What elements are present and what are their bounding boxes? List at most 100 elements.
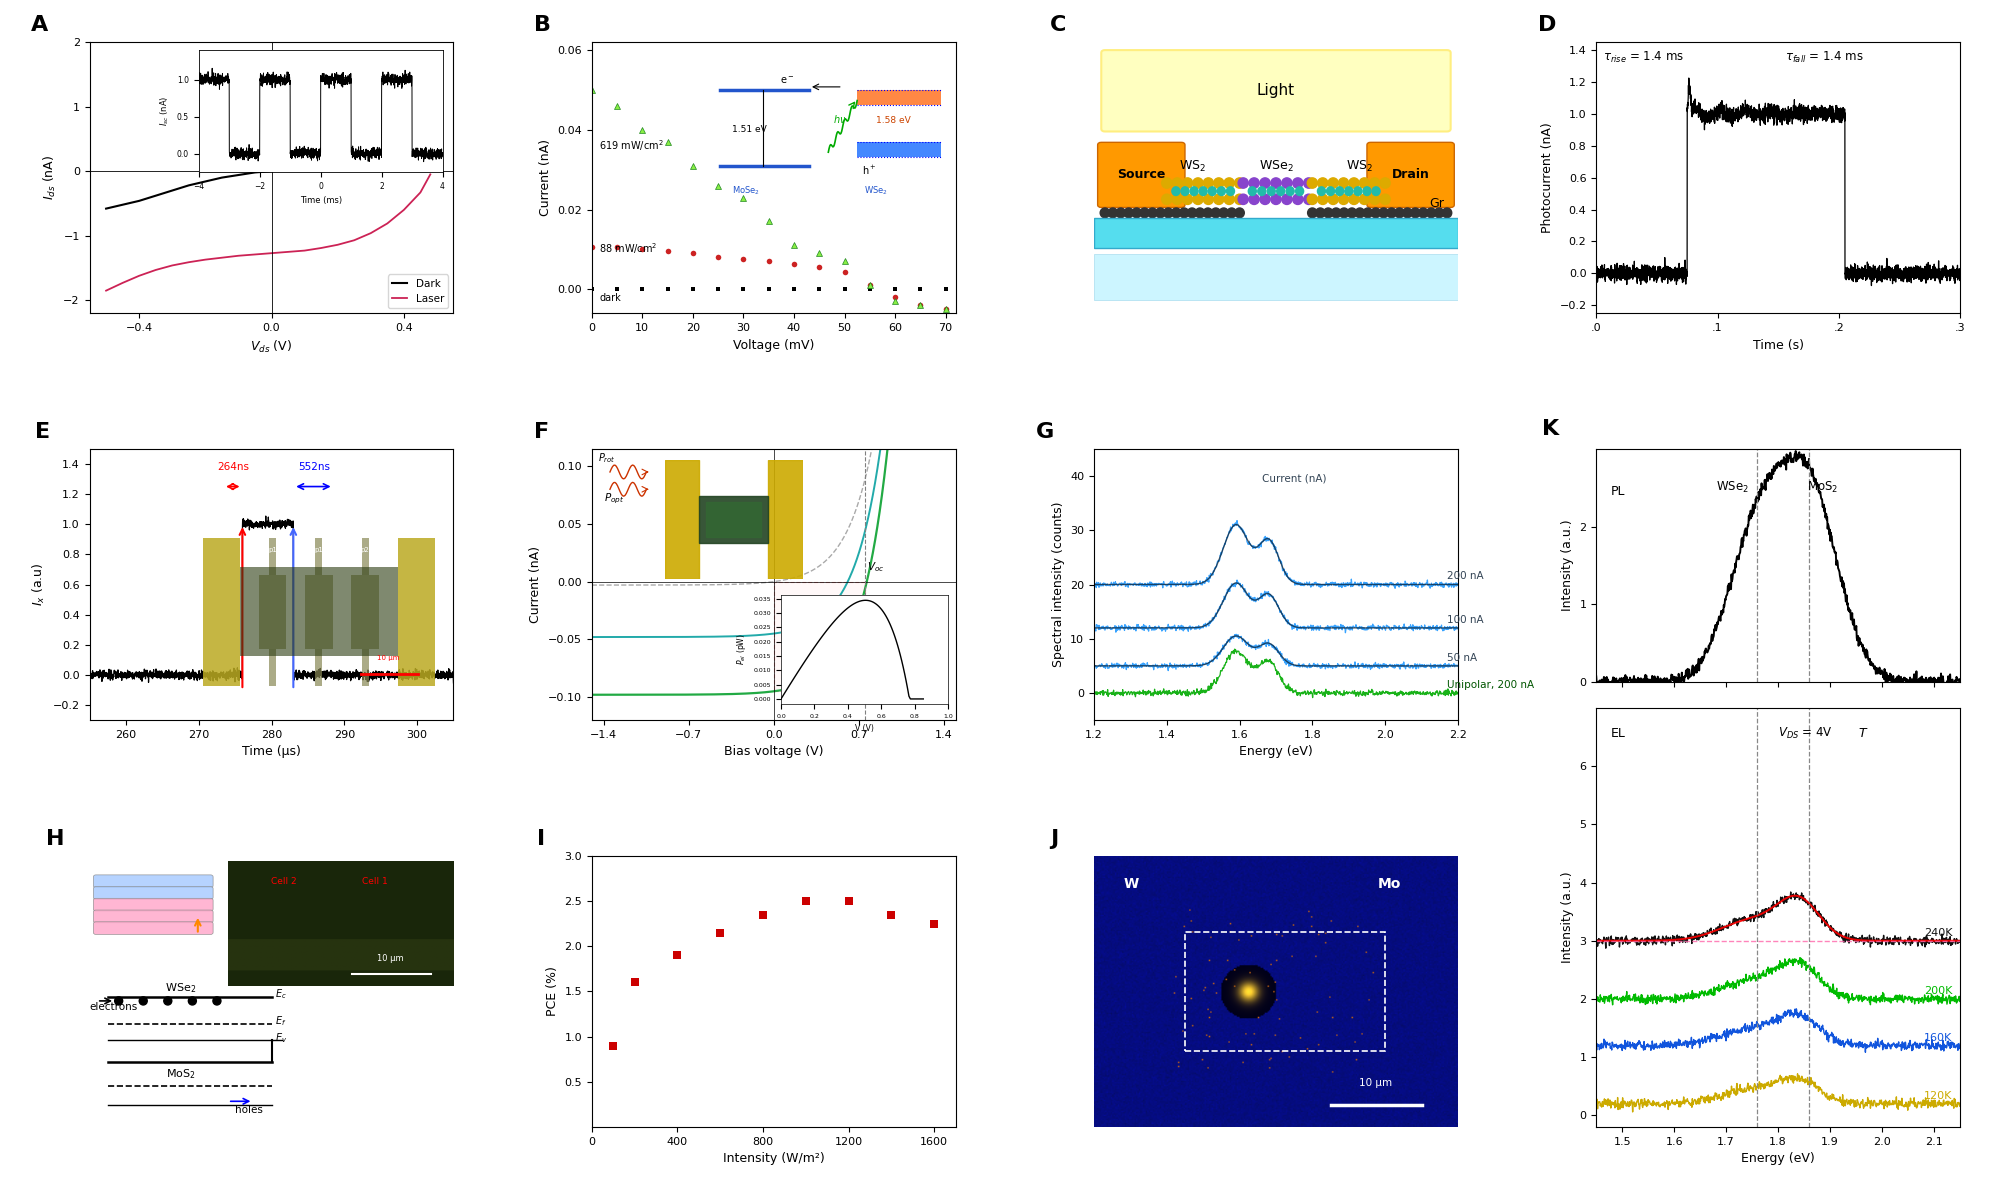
X-axis label: $V_{ds}$ (V): $V_{ds}$ (V) (251, 338, 292, 355)
Ellipse shape (1295, 187, 1303, 195)
Ellipse shape (1179, 187, 1187, 195)
Ellipse shape (1164, 207, 1172, 218)
Ellipse shape (1132, 207, 1142, 218)
Ellipse shape (1257, 187, 1265, 195)
Ellipse shape (1285, 187, 1293, 195)
Text: $\tau_{rise}$ = 1.4 ms: $\tau_{rise}$ = 1.4 ms (1603, 50, 1685, 65)
Ellipse shape (1189, 187, 1197, 195)
Ellipse shape (1303, 194, 1313, 205)
Y-axis label: Current (nA): Current (nA) (539, 139, 551, 216)
Text: WSe$_2$: WSe$_2$ (165, 982, 197, 995)
Ellipse shape (1199, 187, 1207, 195)
Ellipse shape (1402, 207, 1412, 218)
Ellipse shape (1247, 187, 1255, 195)
Text: C: C (1050, 16, 1066, 35)
Bar (1094, 218, 1458, 248)
Ellipse shape (1368, 177, 1378, 188)
Ellipse shape (1187, 207, 1195, 218)
Ellipse shape (1323, 207, 1333, 218)
Ellipse shape (1307, 194, 1317, 205)
Ellipse shape (1191, 177, 1203, 188)
Ellipse shape (1368, 194, 1378, 205)
Text: 160K: 160K (1923, 1032, 1951, 1043)
Ellipse shape (1172, 177, 1181, 188)
Ellipse shape (1237, 177, 1247, 188)
Ellipse shape (1203, 194, 1213, 205)
Text: 100 nA: 100 nA (1446, 615, 1484, 625)
Ellipse shape (1339, 207, 1349, 218)
X-axis label: Energy (eV): Energy (eV) (1239, 746, 1313, 759)
Ellipse shape (1358, 194, 1368, 205)
Ellipse shape (1386, 207, 1396, 218)
Ellipse shape (1339, 194, 1349, 205)
Ellipse shape (1281, 177, 1291, 188)
Text: WSe$_2$: WSe$_2$ (1715, 480, 1748, 495)
Ellipse shape (1370, 207, 1380, 218)
Text: I: I (537, 829, 545, 849)
Ellipse shape (1100, 207, 1110, 218)
Ellipse shape (1355, 207, 1364, 218)
Ellipse shape (1203, 177, 1213, 188)
Y-axis label: Intensity (a.u.): Intensity (a.u.) (1559, 872, 1573, 963)
Ellipse shape (1307, 177, 1317, 188)
X-axis label: Bias voltage (V): Bias voltage (V) (724, 746, 823, 759)
Ellipse shape (1267, 187, 1275, 195)
Ellipse shape (1370, 187, 1378, 195)
Ellipse shape (1162, 177, 1172, 188)
Ellipse shape (1271, 194, 1281, 205)
Ellipse shape (1281, 194, 1291, 205)
Text: $V_{oc}$: $V_{oc}$ (867, 560, 885, 574)
Text: holes: holes (235, 1105, 263, 1115)
Ellipse shape (1211, 207, 1219, 218)
Text: 10 μm: 10 μm (1358, 1078, 1392, 1089)
Bar (1094, 253, 1458, 300)
Ellipse shape (1331, 207, 1341, 218)
Text: $P_{rot}$: $P_{rot}$ (597, 452, 615, 465)
Ellipse shape (1213, 194, 1223, 205)
Text: MoS$_2$: MoS$_2$ (165, 1067, 195, 1080)
Text: $E_v$: $E_v$ (274, 1031, 286, 1046)
Ellipse shape (1358, 177, 1368, 188)
Ellipse shape (1181, 194, 1191, 205)
Ellipse shape (1249, 177, 1259, 188)
Ellipse shape (1207, 187, 1215, 195)
Text: 200K: 200K (1923, 986, 1951, 996)
Ellipse shape (1307, 207, 1317, 218)
Text: MoS$_2$: MoS$_2$ (1806, 480, 1838, 495)
FancyBboxPatch shape (1366, 143, 1454, 207)
Ellipse shape (1293, 177, 1303, 188)
Ellipse shape (1203, 207, 1211, 218)
Ellipse shape (1225, 187, 1233, 195)
Ellipse shape (115, 996, 123, 1005)
Text: EL: EL (1609, 728, 1625, 740)
Ellipse shape (1335, 187, 1343, 195)
Ellipse shape (1442, 207, 1452, 218)
Ellipse shape (1349, 194, 1358, 205)
Text: $V_{DS}$ = 4V: $V_{DS}$ = 4V (1778, 727, 1832, 741)
Ellipse shape (1434, 207, 1444, 218)
Text: E: E (36, 422, 50, 442)
Ellipse shape (1249, 194, 1259, 205)
Y-axis label: Spectral intensity (counts): Spectral intensity (counts) (1050, 501, 1064, 668)
X-axis label: Time (s): Time (s) (1752, 338, 1802, 351)
Text: $E_f$: $E_f$ (274, 1014, 286, 1029)
Ellipse shape (189, 996, 197, 1005)
Ellipse shape (1172, 194, 1181, 205)
Ellipse shape (1233, 177, 1243, 188)
Ellipse shape (1219, 207, 1227, 218)
Text: WS$_2$: WS$_2$ (1345, 158, 1372, 174)
Y-axis label: $I_{ds}$ (nA): $I_{ds}$ (nA) (42, 155, 58, 200)
Ellipse shape (1303, 177, 1313, 188)
Text: F: F (533, 422, 549, 442)
Text: Unipolar, 200 nA: Unipolar, 200 nA (1446, 680, 1534, 689)
Ellipse shape (1394, 207, 1404, 218)
Text: 552ns: 552ns (298, 462, 330, 472)
Ellipse shape (1317, 194, 1327, 205)
Text: electrons: electrons (90, 1002, 137, 1012)
Ellipse shape (1315, 207, 1325, 218)
Ellipse shape (1349, 177, 1358, 188)
Text: J: J (1050, 829, 1058, 849)
Text: 240K: 240K (1923, 928, 1951, 938)
Ellipse shape (1259, 194, 1269, 205)
Bar (1183, 932, 1384, 1052)
